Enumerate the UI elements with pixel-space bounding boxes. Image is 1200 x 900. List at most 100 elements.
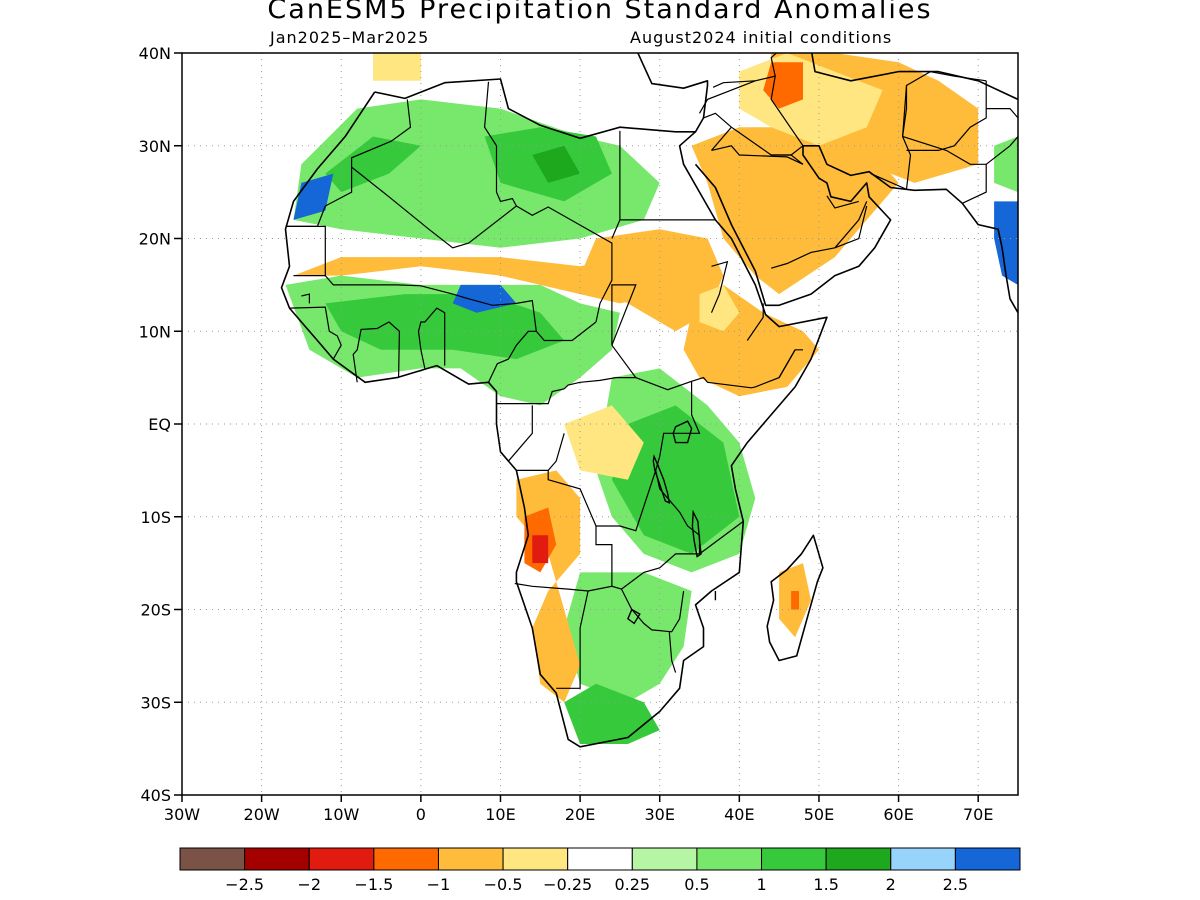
country-border bbox=[771, 154, 804, 165]
anomaly-angola-dry bbox=[516, 470, 581, 703]
lat-tick-label: 10N bbox=[139, 322, 171, 341]
colorbar-swatch bbox=[825, 847, 892, 871]
country-border bbox=[285, 225, 326, 277]
country-border bbox=[698, 75, 804, 156]
country-border bbox=[826, 195, 859, 209]
colorbar-swatch bbox=[954, 847, 1021, 871]
anomaly-ethiopia-dry-core bbox=[699, 284, 740, 332]
colorbar-swatch bbox=[244, 847, 310, 871]
lon-tick-label: 0 bbox=[416, 805, 426, 824]
colorbar-label: −0.25 bbox=[543, 875, 592, 894]
lat-tick-label: 10S bbox=[140, 508, 171, 527]
colorbar-swatch bbox=[437, 847, 504, 871]
lon-tick-label: 30W bbox=[164, 805, 200, 824]
country-border bbox=[547, 433, 565, 471]
country-border bbox=[906, 80, 987, 151]
anomaly-sahel-dry bbox=[293, 238, 684, 304]
colorbar-label: −0.5 bbox=[484, 875, 523, 894]
lat-tick-label: 40N bbox=[139, 44, 171, 63]
anomaly-arabia-dry bbox=[691, 127, 899, 295]
lon-tick-label: 10E bbox=[485, 805, 515, 824]
lat-tick-label: 20S bbox=[140, 601, 171, 620]
country-border bbox=[556, 628, 581, 689]
anomaly-mediterranean-dry bbox=[373, 53, 421, 81]
lake-outline bbox=[627, 608, 641, 625]
lake-outline bbox=[672, 420, 693, 444]
anomaly-angola-peak-dry bbox=[532, 535, 549, 564]
coastlines bbox=[280, 53, 1018, 748]
lon-tick-label: 30E bbox=[644, 805, 674, 824]
colorbar-label: −1.5 bbox=[354, 875, 393, 894]
anomaly-southern-africa-wet bbox=[564, 572, 692, 703]
anomaly-shading bbox=[285, 53, 1018, 744]
colorbar-label: 2 bbox=[886, 875, 896, 894]
colorbar-label: 1 bbox=[756, 875, 766, 894]
colorbar: −2.5 −2 −1.5 −1 −0.5 −0.25 0.25 0.5 1 1.5 2 2.5 bbox=[179, 847, 1021, 894]
country-border bbox=[496, 377, 636, 405]
lon-tick-label: 20E bbox=[565, 805, 595, 824]
colorbar-swatch bbox=[567, 847, 633, 871]
lake-outline bbox=[652, 454, 671, 504]
country-border bbox=[668, 631, 677, 673]
lat-tick-label: EQ bbox=[148, 415, 171, 434]
country-border bbox=[711, 126, 732, 151]
coastline bbox=[374, 53, 1018, 140]
country-border bbox=[834, 201, 868, 249]
country-border bbox=[986, 107, 1018, 119]
lon-tick-label: 40E bbox=[724, 805, 754, 824]
anomaly-iraq-very-dry bbox=[763, 62, 803, 109]
lat-tick-label: 20N bbox=[139, 230, 171, 249]
colorbar-swatch bbox=[373, 847, 439, 871]
lat-tick-label: 40S bbox=[140, 786, 171, 805]
country-border bbox=[351, 99, 412, 168]
coastline-africa bbox=[280, 91, 828, 748]
colorbar-swatch bbox=[696, 847, 763, 871]
lon-tick-label: 70E bbox=[963, 805, 993, 824]
country-border bbox=[985, 136, 1018, 165]
country-border bbox=[351, 166, 613, 323]
country-border bbox=[611, 284, 637, 346]
country-border bbox=[901, 85, 987, 204]
coastline-arabia bbox=[694, 145, 1018, 314]
anomaly-western-sahara-very-wet bbox=[293, 173, 334, 220]
colorbar-label: 0.25 bbox=[614, 875, 650, 894]
anomaly-south-africa-wet bbox=[564, 683, 660, 744]
colorbar-label: 2.5 bbox=[943, 875, 968, 894]
country-border bbox=[352, 321, 401, 383]
colorbar-swatch bbox=[761, 847, 827, 871]
country-border bbox=[324, 275, 597, 342]
coastline-madagascar bbox=[766, 534, 824, 662]
country-border bbox=[487, 330, 537, 383]
colorbar-swatch bbox=[502, 847, 569, 871]
country-border bbox=[516, 469, 597, 527]
map-title: CanESM5 Precipitation Standard Anomalies bbox=[267, 0, 933, 25]
country-border bbox=[289, 306, 342, 360]
initial-conditions: August2024 initial conditions bbox=[630, 28, 893, 47]
country-border bbox=[778, 349, 796, 378]
colorbar-label: −2.5 bbox=[225, 875, 264, 894]
country-border bbox=[870, 70, 987, 191]
lat-tick-label: 30N bbox=[139, 137, 171, 156]
anomaly-madagascar-core-dry bbox=[791, 591, 799, 610]
colorbar-label: −2 bbox=[297, 875, 321, 894]
colorbar-swatch bbox=[308, 847, 375, 871]
forecast-period: Jan2025–Mar2025 bbox=[270, 28, 430, 47]
anomaly-india-very-wet bbox=[994, 201, 1018, 285]
anomaly-east-africa-wet-core bbox=[611, 405, 740, 554]
colorbar-label: 1.5 bbox=[813, 875, 838, 894]
lon-tick-label: 20W bbox=[244, 805, 280, 824]
lat-tick-label: 30S bbox=[140, 693, 171, 712]
country-border bbox=[712, 80, 756, 88]
anomaly-sudan-dry bbox=[580, 229, 724, 332]
colorbar-label: 0.5 bbox=[684, 875, 709, 894]
country-border bbox=[495, 145, 517, 207]
country-border bbox=[417, 307, 446, 369]
colorbar-swatch bbox=[631, 847, 698, 871]
country-border bbox=[770, 53, 778, 77]
anomaly-arabia-wet-edge bbox=[994, 136, 1018, 193]
lon-tick-label: 60E bbox=[883, 805, 913, 824]
lon-tick-label: 50E bbox=[804, 805, 834, 824]
country-border bbox=[579, 590, 589, 629]
country-border bbox=[746, 303, 764, 341]
